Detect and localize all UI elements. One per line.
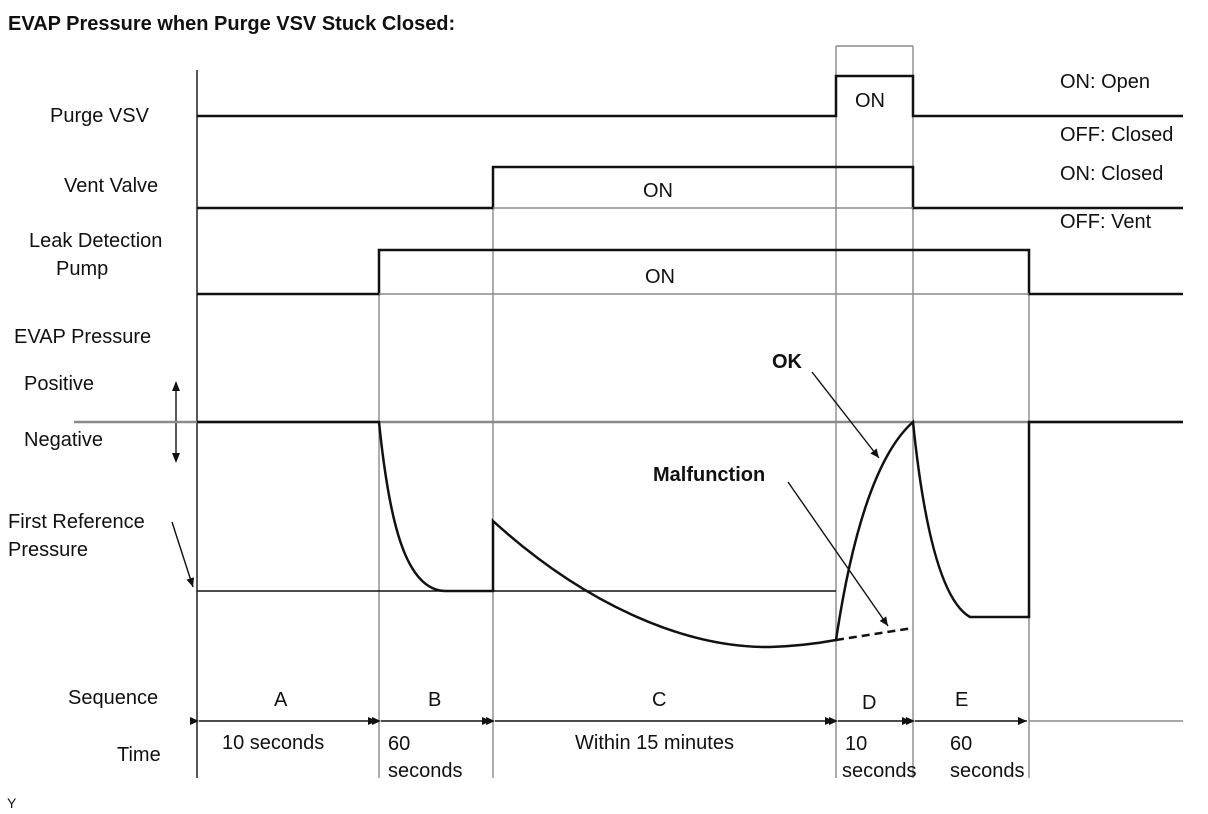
phase-d-duration-line2: seconds xyxy=(842,760,917,782)
phase-c-label: C xyxy=(652,689,666,711)
vent-valve-signal xyxy=(197,165,1183,210)
evap-pressure-label: EVAP Pressure xyxy=(14,326,151,348)
phase-d-duration-line1: 10 xyxy=(845,733,867,755)
phase-a-duration: 10 seconds xyxy=(222,732,324,754)
evap-pressure-curve xyxy=(197,419,1183,649)
sequence-label: Sequence xyxy=(68,687,158,709)
first-ref-arrow xyxy=(171,521,195,588)
purge-vsv-state-on: ON: Open xyxy=(1060,71,1150,93)
phase-b-label: B xyxy=(428,689,441,711)
negative-arrowhead xyxy=(172,453,180,463)
phase-e-duration-line2: seconds xyxy=(950,760,1025,782)
phase-e-label: E xyxy=(955,689,968,711)
phase-a-label: A xyxy=(274,689,288,711)
leak-pump-on-text: ON xyxy=(645,266,675,288)
purge-vsv-state-off: OFF: Closed xyxy=(1060,124,1173,146)
leak-pump-signal xyxy=(197,248,1183,296)
leak-pump-label-line1: Leak Detection xyxy=(29,230,162,252)
vent-valve-state-on: ON: Closed xyxy=(1060,163,1163,185)
vent-valve-label: Vent Valve xyxy=(64,175,158,197)
positive-arrowhead xyxy=(172,381,180,391)
first-ref-label-line2: Pressure xyxy=(8,539,88,561)
positive-label: Positive xyxy=(24,373,94,395)
first-ref-label-line1: First Reference xyxy=(8,511,145,533)
phase-e-duration-line1: 60 xyxy=(950,733,972,755)
footnote-mark: Y xyxy=(7,795,17,811)
phase-c-duration: Within 15 minutes xyxy=(575,732,734,754)
purge-vsv-on-text: ON xyxy=(855,90,885,112)
time-label: Time xyxy=(117,744,161,766)
malfunction-arrow xyxy=(787,481,889,627)
malfunction-label: Malfunction xyxy=(653,464,765,486)
phase-b-duration-line2: seconds xyxy=(388,760,463,782)
ok-label: OK xyxy=(772,351,803,373)
phase-boundaries xyxy=(378,45,1030,778)
negative-label: Negative xyxy=(24,429,103,451)
diagram-title: EVAP Pressure when Purge VSV Stuck Close… xyxy=(8,13,455,35)
vent-valve-on-text: ON xyxy=(643,180,673,202)
phase-d-label: D xyxy=(862,692,876,714)
purge-vsv-label: Purge VSV xyxy=(50,105,150,127)
purge-vsv-signal xyxy=(197,74,1183,118)
vent-valve-state-off: OFF: Vent xyxy=(1060,211,1152,233)
malfunction-dashed-curve xyxy=(835,626,914,642)
leak-pump-label-line2: Pump xyxy=(56,258,108,280)
phase-b-duration-line1: 60 xyxy=(388,733,410,755)
ok-arrow xyxy=(811,371,880,459)
